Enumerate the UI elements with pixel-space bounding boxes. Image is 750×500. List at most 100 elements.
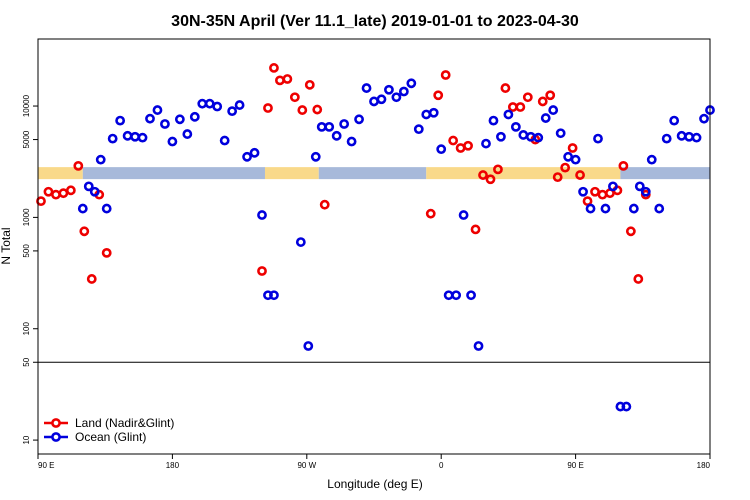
series-ocean-point (130, 131, 140, 142)
series-ocean-point (107, 133, 118, 144)
series-ocean-point (145, 113, 155, 124)
series-land-point (257, 266, 267, 276)
series-ocean-point (310, 151, 321, 162)
series-ocean-point (533, 132, 544, 143)
series-ocean-point (661, 133, 672, 144)
series-ocean-point (600, 203, 611, 214)
series-land-point (507, 102, 518, 112)
series-ocean-point (101, 203, 112, 214)
series-land-point (575, 170, 585, 180)
series-ocean-point (548, 105, 559, 115)
series-ocean-point (428, 107, 439, 118)
series-land-point (36, 196, 46, 207)
series-land-point (522, 92, 533, 103)
series-ocean-point (219, 135, 230, 146)
series-ocean-point (413, 124, 424, 135)
series-land-point (319, 199, 330, 210)
series-land-point (567, 143, 578, 153)
series-land-point (289, 92, 300, 103)
series-land-point (43, 186, 54, 197)
series-ocean-point (699, 113, 709, 124)
series-ocean-point (346, 136, 357, 147)
series-ocean-point (197, 98, 208, 109)
series-land-point (448, 135, 459, 146)
series-ocean-point (563, 151, 574, 162)
series-ocean-point (669, 115, 680, 126)
series-land-point (79, 226, 90, 237)
series-ocean-point (510, 121, 521, 132)
series-ocean-point (578, 186, 588, 197)
series-land-point (263, 103, 273, 113)
series-ocean-point (585, 203, 596, 214)
series-land-point (58, 188, 69, 199)
series-ocean-point (458, 210, 469, 220)
series-ocean-point (89, 186, 100, 197)
series-ocean-point (496, 131, 506, 142)
x-tick-label: 90 E (38, 461, 54, 470)
x-tick-label: 0 (439, 461, 444, 470)
x-tick-label: 180 (697, 461, 711, 470)
y-axis: 10 50 100 500 1000 5000 10000 (22, 94, 38, 445)
series-ocean-point (421, 109, 432, 120)
series-ocean-point (451, 290, 462, 301)
series-land-point (537, 96, 548, 107)
series-ocean-point (503, 109, 514, 120)
series-land-point (440, 70, 451, 80)
series-ocean-point (555, 128, 566, 139)
series-ocean-point (621, 401, 632, 412)
y-tick-label: 500 (22, 244, 31, 258)
series-land-point (463, 140, 473, 151)
series-ocean-point (257, 210, 267, 220)
series-land-point (515, 102, 526, 112)
series-ocean-point (608, 181, 618, 192)
series-ocean-point (640, 186, 651, 197)
series-ocean-point (269, 290, 279, 301)
series-ocean-point (167, 136, 178, 147)
x-axis: 90 E 180 90 W 0 90 E 180 (37, 454, 711, 470)
series-land-point (304, 79, 315, 90)
series-ocean-point (295, 237, 306, 247)
series-ocean-point (204, 98, 215, 109)
series-ocean-point (122, 130, 133, 141)
series-land-point (618, 161, 629, 171)
series-land-point (633, 274, 644, 284)
series-land-point (485, 174, 496, 185)
series-ocean-point (443, 290, 454, 301)
series-ocean-point (518, 130, 529, 140)
legend: Land (Nadir&Glint)Ocean (Glint) (44, 416, 174, 444)
series-land-point (101, 247, 112, 258)
series-ocean-point (384, 84, 394, 95)
series-land-point (86, 274, 97, 284)
y-tick-label: 5000 (22, 130, 31, 148)
series-ocean-point (189, 111, 200, 122)
series-ocean-point (406, 78, 417, 89)
series-ocean-point (354, 114, 364, 125)
series-ocean-point (691, 132, 702, 143)
y-tick-label: 100 (22, 322, 31, 336)
series-land-point (51, 189, 61, 200)
series-ocean-point (628, 203, 639, 214)
series-land-point (275, 75, 285, 86)
series-ocean-point (249, 147, 260, 158)
plot-frame (37, 38, 711, 455)
series-ocean-point (227, 106, 238, 117)
series-ocean-point (95, 154, 106, 165)
legend-ocean-marker (51, 432, 61, 442)
series-ocean-point (242, 151, 252, 162)
y-tick-label: 1000 (22, 208, 31, 226)
legend-land-marker (51, 418, 61, 428)
y-tick-label: 50 (22, 357, 31, 366)
series-land-point (545, 90, 556, 101)
series-ocean-point (160, 119, 170, 129)
y-axis-label: N Total (0, 227, 13, 264)
x-tick-label: 90 W (297, 461, 316, 470)
series-land-point (493, 164, 503, 175)
series-ocean-point (324, 121, 335, 132)
series-ocean-point (361, 83, 372, 93)
series-ocean-point (634, 181, 645, 192)
series-ocean-point (339, 119, 350, 129)
series-ocean-point (676, 130, 687, 141)
series-land-point (597, 189, 608, 200)
y-tick-label: 10 (22, 435, 31, 444)
series-land-point (625, 226, 636, 237)
